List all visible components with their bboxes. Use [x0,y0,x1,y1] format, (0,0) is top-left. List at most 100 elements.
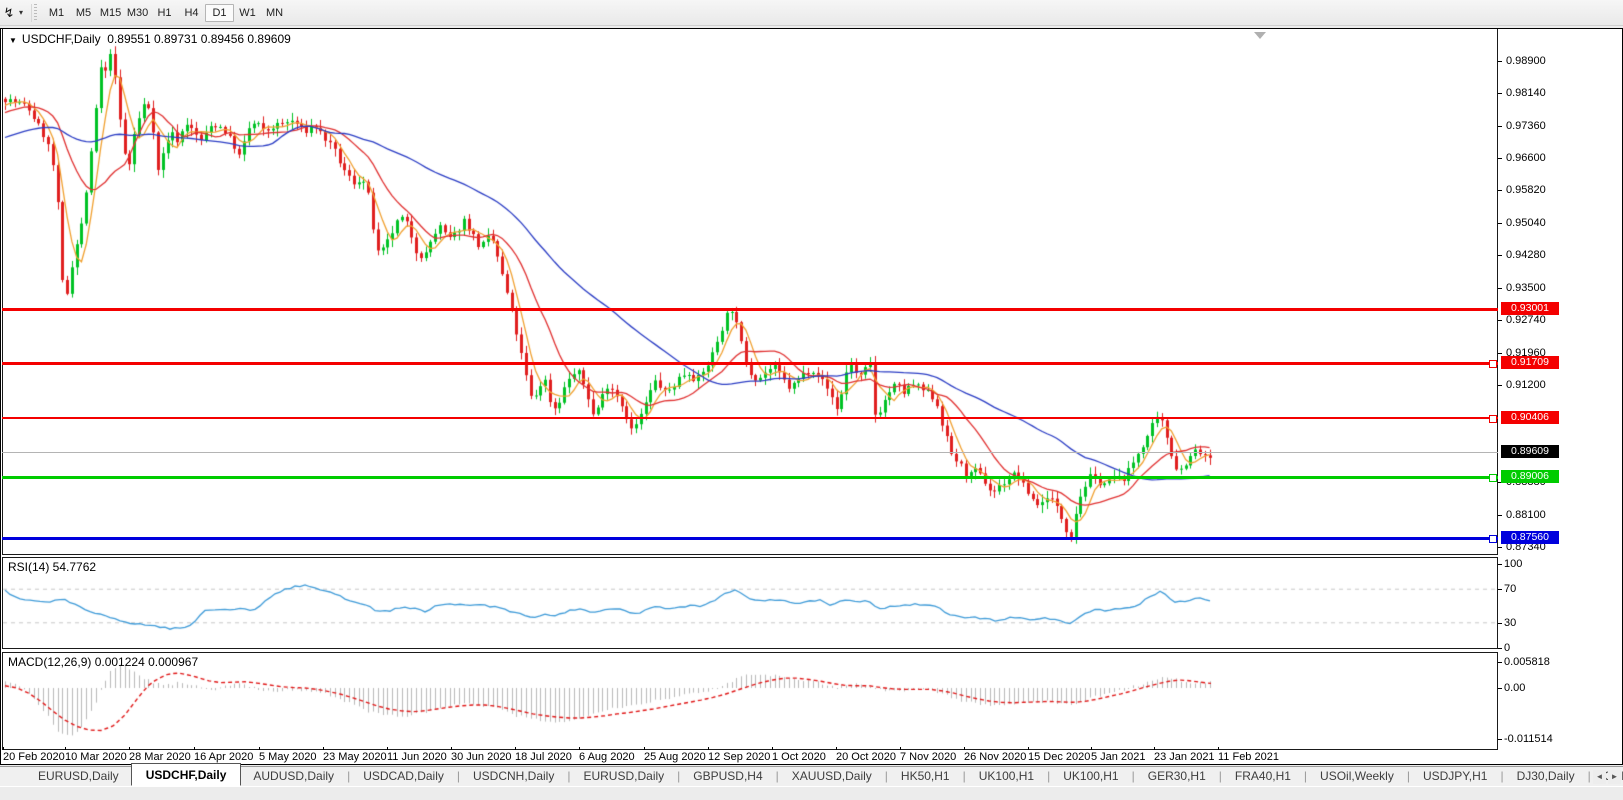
date-axis-label: 11 Feb 2021 [1218,751,1279,763]
date-axis-tickmark [1218,747,1219,750]
chart-tab-uk100-h1[interactable]: UK100,H1 [1063,769,1119,783]
date-axis-tickmark [1154,747,1155,750]
level-price-chip: 0.90406 [1501,411,1559,425]
chart-tab-ger30-h1[interactable]: GER30,H1 [1147,769,1206,783]
macd-axis-tick-label: 0.005818 [1504,655,1550,668]
date-axis-tickmark [323,747,324,750]
collapse-triangle-icon[interactable]: ▼ [9,36,17,45]
date-axis-label: 20 Feb 2020 [3,751,65,763]
level-line-0.91709[interactable] [2,362,1498,366]
chart-tab-hk50-h1[interactable]: HK50,H1 [900,769,950,783]
level-line-handle[interactable] [1489,360,1497,369]
timeframe-button-m1[interactable]: M1 [48,6,65,19]
price-axis-tickmark [1498,223,1502,225]
level-line-0.93001[interactable] [2,307,1498,311]
chart-tab-xauusd-daily[interactable]: XAUUSD,Daily [791,769,872,783]
date-axis-label: 26 Nov 2020 [964,751,1027,763]
level-price-chip: 0.87560 [1501,530,1559,544]
macd-axis-tick-label: -0.011514 [1504,733,1553,746]
date-axis-tickmark [579,747,580,750]
date-axis-label: 5 Jan 2021 [1091,751,1146,763]
date-axis-label: 12 Sep 2020 [708,751,771,763]
date-axis-tickmark [772,747,773,750]
date-axis-tickmark [129,747,130,750]
price-axis-tickmark [1498,190,1502,192]
chart-tab-audusd-daily[interactable]: AUDUSD,Daily [253,769,335,783]
date-axis-label: 20 Oct 2020 [836,751,896,763]
level-line-0.89006[interactable] [2,475,1498,479]
tab-divider: | [775,769,779,783]
date-axis-label: 28 Mar 2020 [129,751,191,763]
timeframe-button-mn[interactable]: MN [265,6,284,19]
level-line-handle[interactable] [1489,534,1497,543]
timeframe-button-d1[interactable]: D1 [205,3,235,22]
chart-tab-gbpusd-h4[interactable]: GBPUSD,H4 [693,769,763,783]
date-axis-label: 30 Jun 2020 [451,751,512,763]
chart-tab-dj30-daily[interactable]: DJ30,Daily [1516,769,1575,783]
timeframe-button-m5[interactable]: M5 [75,6,92,19]
tab-divider: | [1303,769,1308,783]
date-axis-tickmark [644,747,645,750]
status-bar [0,786,1623,800]
rsi-axis-tick-label: 30 [1504,616,1517,629]
chart-tab-eurusd-daily[interactable]: EURUSD,Daily [583,769,665,783]
timeframe-button-w1[interactable]: W1 [239,6,256,19]
chart-tab-eurusd-daily[interactable]: EURUSD,Daily [38,769,119,783]
date-axis-label: 16 Apr 2020 [194,751,254,763]
date-axis-tickmark [194,747,195,750]
date-axis-tickmark [900,747,901,750]
tab-scroll-right-icon[interactable]: ► [1608,770,1621,784]
chart-shift-marker[interactable] [1254,32,1266,39]
date-axis-label: 18 Jul 2020 [515,751,572,763]
tab-scroll-left-icon[interactable]: ◄ [1593,770,1606,784]
chart-tab-uk100-h1[interactable]: UK100,H1 [978,769,1035,783]
price-axis-tick-label: 0.94280 [1506,249,1546,262]
timeframe-button-m15[interactable]: M15 [99,6,122,19]
date-axis-label: 23 May 2020 [323,751,387,763]
price-axis-tick-label: 0.95820 [1506,184,1546,197]
price-axis-tickmark [1498,255,1502,257]
date-axis-label: 11 Jun 2020 [387,751,447,763]
price-axis-tick-label: 0.87340 [1506,540,1546,553]
toolbar-separator [31,3,40,22]
date-axis-label: 7 Nov 2020 [900,751,957,763]
date-axis-label: 1 Oct 2020 [772,751,826,763]
price-axis-tick-label: 0.91960 [1506,346,1546,359]
level-line-handle[interactable] [1489,415,1497,424]
price-axis-tickmark [1498,319,1502,321]
macd-axis-tickmark [1498,688,1502,689]
timeframe-button-h1[interactable]: H1 [157,6,172,19]
timeframe-button-m30[interactable]: M30 [126,6,149,19]
tab-divider: | [1587,769,1591,783]
price-axis-tickmark [1498,61,1502,62]
chart-tab-usdjpy-h1[interactable]: USDJPY,H1 [1422,769,1488,783]
date-axis-tickmark [387,747,388,750]
price-axis-tickmark [1498,384,1502,386]
chart-tab-bar: EURUSD,Daily USDCHF,Daily AUDUSD,Daily | USD… [0,763,1623,786]
chevron-down-icon[interactable]: ▾ [19,8,24,17]
date-axis-tickmark [1091,747,1092,750]
chart-tab-usdcnh-daily[interactable]: USDCNH,Daily [473,769,555,783]
timeframe-button-group: M1 M5 M15 M30 H1 H4 D1 W1 MN [43,3,288,22]
chart-tab-usoil-weekly[interactable]: USOil,Weekly [1320,769,1394,783]
date-axis-tickmark [65,747,66,750]
level-price-chip: 0.93001 [1501,301,1559,315]
chart-tab-fra40-h1[interactable]: FRA40,H1 [1234,769,1291,783]
price-axis-tick-label: 0.88100 [1506,509,1546,522]
level-line-0.90406[interactable] [2,417,1498,420]
tab-divider: | [1047,769,1051,783]
level-line-handle[interactable] [1489,473,1497,482]
price-chart-canvas[interactable] [1,29,1623,766]
chart-tab-usdcad-daily[interactable]: USDCAD,Daily [363,769,444,783]
chart-tab-usdchf-daily[interactable]: USDCHF,Daily [130,763,242,786]
price-axis-tickmark [1498,515,1502,517]
timeframe-button-h4[interactable]: H4 [184,6,199,19]
rsi-axis-tickmark [1498,564,1502,565]
rsi-axis-tickmark [1498,622,1502,624]
chart-cursor-icon[interactable]: ↯ [3,4,15,20]
rsi-axis-tick-label: 70 [1504,583,1517,596]
macd-label: MACD(12,26,9) 0.001224 0.000967 [8,655,199,669]
level-line-0.87560[interactable] [2,536,1498,540]
tab-divider: | [677,769,681,783]
tab-scroll-buttons: ◄ ► [1593,770,1621,784]
